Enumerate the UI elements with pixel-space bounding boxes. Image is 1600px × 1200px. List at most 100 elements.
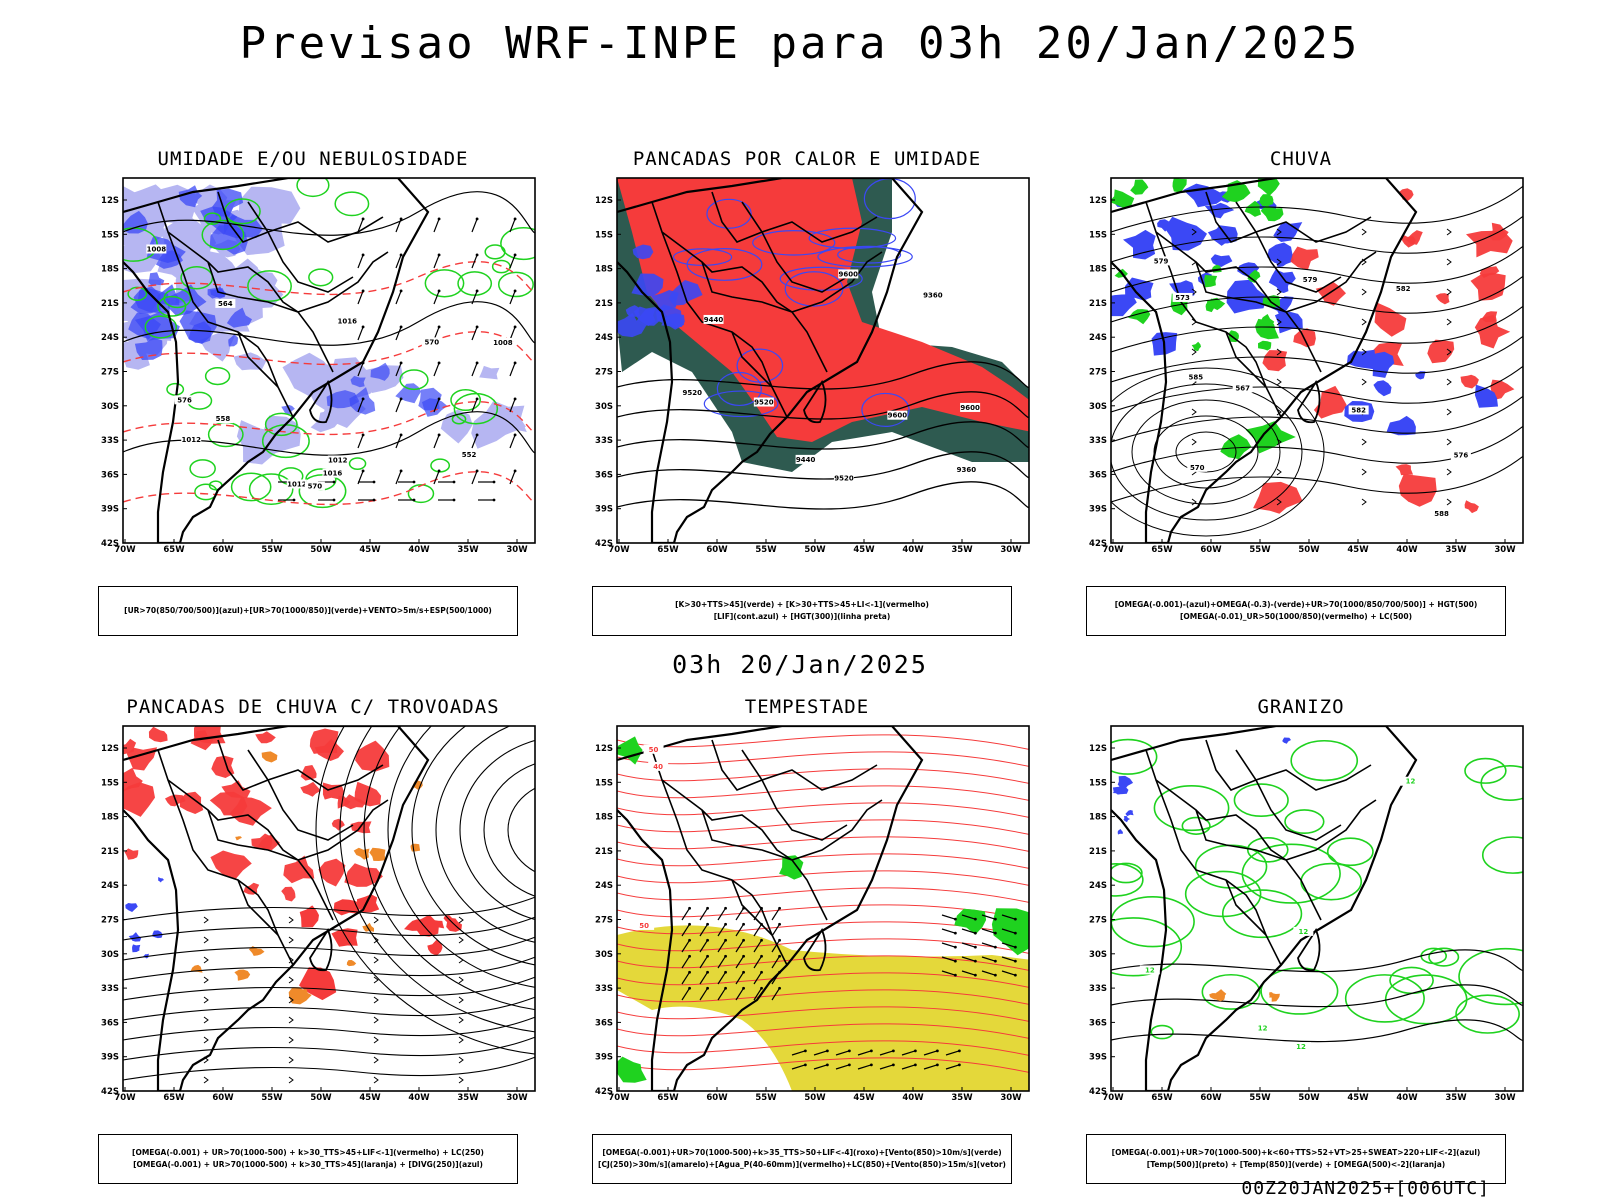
high-pressure-streamline	[387, 726, 535, 988]
weather-field-patch	[1125, 810, 1134, 817]
wind-vector-head	[953, 931, 957, 935]
lat-label: 24S	[101, 333, 119, 343]
streamline-arrow	[203, 976, 209, 984]
contour-label-bg	[215, 298, 236, 308]
lon-label: 50W	[1298, 1093, 1320, 1103]
wind-vector-head	[957, 1063, 961, 1067]
map-frame	[1110, 725, 1524, 1092]
map-frame	[122, 177, 536, 544]
contour-label-bg	[337, 316, 358, 326]
lat-label: 27S	[101, 916, 119, 926]
lat-label: 15S	[101, 778, 119, 788]
streamline-arrow	[288, 1036, 294, 1044]
wind-vector	[857, 1050, 872, 1056]
contour-line	[123, 331, 535, 366]
contour-label-bg	[838, 269, 859, 279]
streamline-arrow	[1446, 438, 1452, 446]
wind-vector-head	[513, 289, 517, 293]
wind-vector-head	[688, 970, 691, 974]
wind-vector	[981, 914, 996, 920]
lat-label: 18S	[101, 813, 119, 823]
weather-field-patch	[617, 1056, 647, 1083]
lat-label: 30S	[595, 950, 613, 960]
high-pressure-streamline	[315, 726, 535, 1055]
lat-label: 15S	[595, 230, 613, 240]
lif-contour	[808, 227, 897, 249]
wind-vector-head	[1013, 959, 1017, 963]
wind-vector-head	[399, 289, 403, 293]
precipitable-water-contour	[617, 972, 1029, 988]
lat-label: 12S	[101, 196, 119, 206]
panel-granizo: GRANIZO 12 12 12 12 12 12S 15S 18S 21S 24S 27S 30S 3…	[1086, 696, 1586, 1184]
wind-vector	[681, 955, 691, 969]
temp850-contour	[1246, 836, 1289, 863]
wind-vector-head	[760, 954, 763, 958]
contour-line	[617, 481, 1029, 510]
lat-label: 36S	[1089, 1018, 1107, 1028]
weather-field-patch	[281, 404, 295, 415]
wind-vector-head	[437, 433, 441, 437]
wind-vector-head	[399, 325, 403, 329]
wind-vector-head	[869, 1049, 873, 1053]
wind-vector-head	[825, 1063, 829, 1067]
wind-vector	[941, 942, 956, 948]
contour-label: 1016	[338, 318, 358, 326]
weather-field-patch	[132, 944, 141, 953]
precipitable-water-contour	[617, 938, 1029, 954]
lon-label: 45W	[853, 1093, 875, 1103]
weather-field-patch	[1226, 279, 1267, 314]
lat-label: 21S	[101, 299, 119, 309]
contour-label: 588	[1434, 510, 1449, 518]
humidity-contour	[201, 219, 245, 251]
wind-vector-head	[724, 922, 727, 926]
legend-line: [OMEGA(-0.001) + UR>70(1000-500) + k>30_…	[133, 1160, 483, 1169]
streamline-arrow	[373, 936, 379, 944]
temp850-contour	[1455, 994, 1520, 1034]
wind-vector	[813, 1050, 828, 1056]
lon-label: 35W	[457, 1093, 479, 1103]
country-border	[1145, 749, 1287, 861]
wind-vector	[509, 326, 516, 341]
lon-label: 65W	[657, 1093, 679, 1103]
wind-vector-head	[973, 917, 977, 921]
country-border	[741, 201, 848, 293]
wind-vector	[699, 907, 709, 921]
wind-vector	[699, 987, 709, 1001]
contour-label-bg	[1400, 776, 1421, 786]
wind-vector	[509, 398, 516, 413]
wind-vector-head	[475, 253, 479, 257]
wind-vector	[433, 290, 440, 305]
lon-label: 45W	[359, 545, 381, 555]
temp850-contour	[1326, 837, 1374, 867]
wind-vector	[753, 939, 763, 953]
weather-field-patch	[179, 791, 204, 814]
lon-label: 65W	[1151, 545, 1173, 555]
wind-vector-head	[742, 986, 745, 990]
country-border	[1195, 809, 1322, 921]
streamline-arrow	[203, 996, 209, 1004]
wind-vector	[941, 956, 956, 962]
wind-vector-head	[475, 397, 479, 401]
contour-label-bg	[492, 337, 513, 347]
lat-label: 42S	[1089, 1087, 1107, 1097]
weather-field-patch	[211, 755, 235, 778]
wind-vector	[717, 955, 727, 969]
weather-field-patch	[337, 795, 351, 809]
streamline-arrow	[458, 916, 464, 924]
wind-vector-head	[361, 433, 365, 437]
wind-vector	[771, 923, 781, 937]
weather-field-patch	[350, 821, 372, 834]
weather-field-patch	[344, 863, 383, 887]
lat-label: 30S	[1089, 402, 1107, 412]
contour-label-bg	[753, 397, 774, 407]
contour-label: 576	[1454, 452, 1469, 460]
legend-pancadas-calor: [K>30+TTS>45](verde) + [K>30+TTS>45+LI<-…	[592, 586, 1012, 636]
weather-field-patch	[1474, 314, 1511, 349]
weather-field-patch	[300, 765, 317, 781]
lagoon	[803, 380, 827, 424]
lon-label: 60W	[706, 545, 728, 555]
lat-label: 18S	[595, 265, 613, 275]
humidity-contour	[204, 366, 231, 386]
humidity-contour	[247, 270, 292, 302]
legend-line: [LIF](cont.azul) + [HGT(300)](linha pret…	[713, 612, 891, 621]
